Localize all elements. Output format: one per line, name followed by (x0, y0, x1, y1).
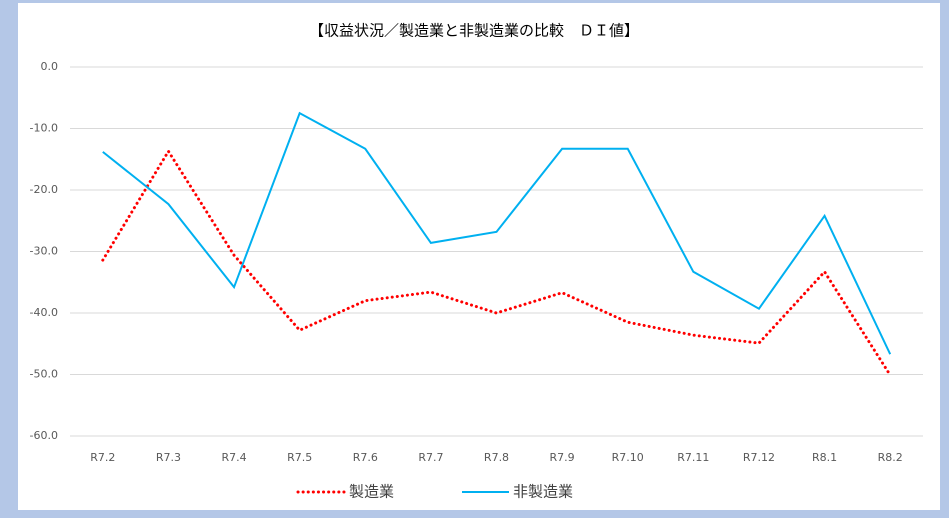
legend-label: 製造業 (349, 483, 394, 501)
y-tick-label: -20.0 (30, 183, 58, 196)
x-tick-label: R7.9 (550, 451, 575, 464)
x-tick-label: R8.1 (812, 451, 837, 464)
x-tick-label: R7.6 (353, 451, 378, 464)
chart-title: 【収益状況／製造業と非製造業の比較 ＤＩ値】 (309, 22, 639, 40)
x-tick-label: R7.5 (287, 451, 312, 464)
y-tick-label: -10.0 (30, 122, 58, 135)
x-tick-label: R7.11 (677, 451, 709, 464)
x-tick-label: R7.10 (612, 451, 644, 464)
x-tick-label: R7.7 (418, 451, 443, 464)
y-tick-label: 0.0 (41, 60, 59, 73)
y-tick-label: -40.0 (30, 306, 58, 319)
chart-background (18, 3, 940, 510)
y-tick-label: -60.0 (30, 429, 58, 442)
x-tick-label: R7.12 (743, 451, 775, 464)
x-tick-label: R7.4 (221, 451, 246, 464)
y-tick-label: -30.0 (30, 245, 58, 258)
legend-label: 非製造業 (513, 483, 573, 501)
series-line (102, 111, 892, 355)
x-tick-label: R7.2 (90, 451, 115, 464)
x-tick-label: R7.3 (156, 451, 181, 464)
series-line (101, 148, 892, 377)
y-tick-label: -50.0 (30, 368, 58, 381)
x-tick-label: R7.8 (484, 451, 509, 464)
x-tick-label: R8.2 (878, 451, 903, 464)
